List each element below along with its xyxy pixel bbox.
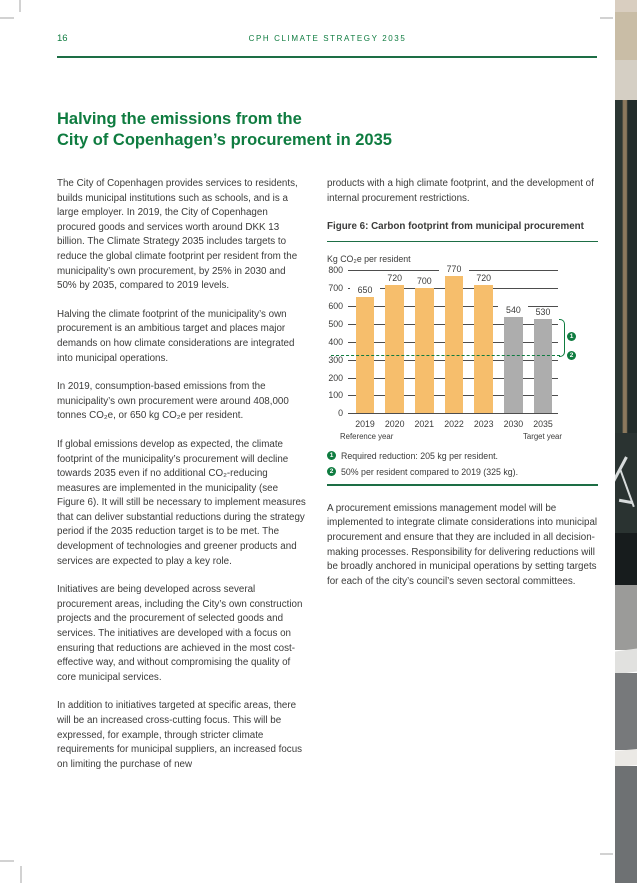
figure-footnotes: 1 Required reduction: 205 kg per resident… — [327, 450, 598, 478]
marker-1-icon: 1 — [567, 332, 576, 342]
bar-value-label: 700 — [409, 276, 440, 287]
crop-mark-top-right-horizontal — [600, 17, 613, 19]
bar-value-label: 720 — [379, 272, 410, 283]
bar-value-label: 650 — [350, 285, 380, 296]
bar-value-label: 720 — [468, 272, 499, 283]
reference-line — [331, 355, 560, 357]
photo-pavement — [615, 673, 637, 750]
figure-top-rule — [327, 240, 598, 243]
gridline — [348, 413, 558, 415]
paragraph: The City of Copenhagen provides services… — [57, 178, 298, 292]
bar-2030 — [504, 316, 523, 414]
bar-value-label: 530 — [528, 306, 558, 317]
footnote-text: 50% per resident compared to 2019 (325 k… — [341, 467, 519, 478]
crop-mark-bottom-left-vertical — [20, 866, 22, 883]
x-axis-label: 2022 — [444, 419, 464, 430]
crop-mark-top-left-vertical — [19, 0, 21, 12]
right-column: products with a high climate footprint, … — [327, 177, 598, 603]
photo-pavement — [615, 766, 637, 883]
photo-road-marking — [615, 749, 637, 767]
x-axis-label: 2021 — [414, 419, 435, 430]
x-axis-label: 2035 — [533, 419, 553, 430]
x-axis-label: 2019 — [355, 419, 375, 430]
y-axis-label: 100 — [328, 390, 343, 401]
photo-window — [615, 60, 637, 100]
axis-sublabel-2019: Reference year — [340, 432, 394, 442]
paragraph: Halving the climate footprint of the mun… — [57, 308, 295, 364]
axis-sublabel-2035: Target year — [522, 432, 562, 442]
footnote-marker-2-icon: 2 — [327, 467, 336, 477]
bar-value-label: 770 — [439, 263, 469, 274]
crop-mark-bottom-right-horizontal — [600, 853, 613, 855]
footnote: 1 Required reduction: 205 kg per resident… — [327, 450, 598, 462]
marker-2-icon: 2 — [567, 350, 576, 360]
bar-2023 — [474, 284, 493, 414]
photo-pavement — [615, 585, 637, 650]
bar-value-label: 540 — [498, 304, 529, 315]
bar-2022 — [444, 275, 464, 414]
y-axis-label: 300 — [328, 354, 343, 365]
paragraph: A procurement emissions management model… — [327, 502, 598, 587]
y-axis-label: 800 — [328, 265, 343, 276]
paragraph: In addition to initiatives targeted at s… — [57, 700, 303, 770]
page-number: 16 — [57, 33, 68, 44]
page-title: Halving the emissions from the City of C… — [57, 110, 392, 149]
paragraph: Initiatives are being developed across s… — [57, 584, 303, 683]
x-axis-label: 2023 — [473, 419, 494, 430]
document-header: CPH CLIMATE STRATEGY 2035 — [248, 34, 407, 43]
photo-bicycle-wheel — [615, 533, 637, 585]
x-axis-label: 2020 — [384, 419, 405, 430]
figure-6: Figure 6: Carbon footprint from municipa… — [327, 220, 598, 486]
x-axis-label: 2030 — [503, 419, 524, 430]
header-rule — [57, 56, 597, 58]
crop-mark-top-left-horizontal — [0, 17, 14, 19]
photo-facade — [615, 0, 637, 12]
y-axis-title: Kg CO₂e per resident — [327, 254, 411, 265]
y-axis-label: 600 — [328, 301, 343, 312]
footnote-text: Required reduction: 205 kg per resident. — [341, 451, 498, 462]
bracket — [559, 318, 565, 358]
y-axis-label: 500 — [328, 318, 343, 329]
footnote: 2 50% per resident compared to 2019 (325 … — [327, 466, 598, 478]
bar-2020 — [385, 284, 404, 414]
bar-2021 — [415, 288, 434, 414]
left-column: The City of Copenhagen provides services… — [57, 177, 307, 786]
crop-mark-bottom-left-horizontal — [0, 860, 14, 862]
photo-road-marking — [615, 648, 637, 675]
y-axis-label: 700 — [328, 283, 343, 294]
y-axis-label: 200 — [328, 372, 343, 383]
street-photo-strip — [615, 0, 637, 883]
photo-facade — [615, 12, 637, 60]
paragraph: In 2019, consumption-based emissions fro… — [57, 381, 289, 422]
footnote-marker-1-icon: 1 — [327, 451, 336, 461]
paragraph: If global emissions develop as expected,… — [57, 438, 306, 567]
paragraph: products with a high climate footprint, … — [327, 178, 594, 204]
bar-chart: Kg CO₂e per resident 0 100 200 300 400 500 600… — [327, 252, 599, 442]
figure-title: Figure 6: Carbon footprint from municipa… — [327, 221, 584, 233]
figure-bottom-rule — [327, 484, 598, 486]
bar-2035 — [533, 318, 553, 414]
photo-pole — [615, 100, 637, 433]
y-axis-label: 400 — [328, 336, 343, 347]
y-axis-label: 0 — [338, 408, 343, 419]
